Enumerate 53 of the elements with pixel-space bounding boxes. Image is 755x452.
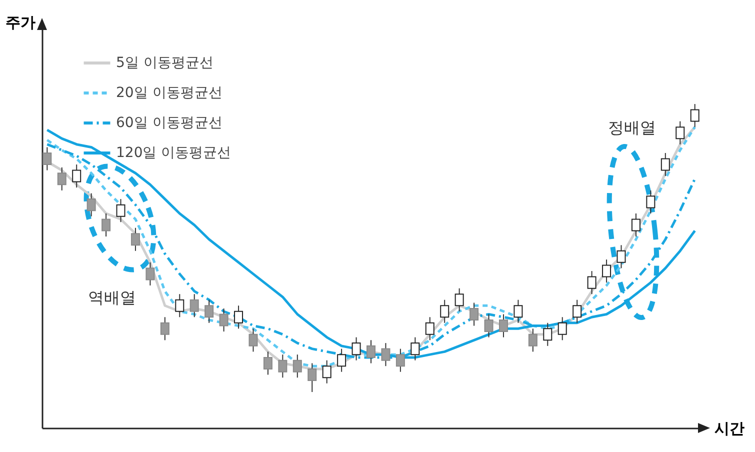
candlestick (352, 336, 361, 361)
candlestick (322, 360, 332, 384)
candlestick (366, 340, 376, 364)
candlestick (278, 354, 288, 378)
candlestick (631, 212, 640, 237)
candlestick (646, 190, 656, 214)
candlestick (42, 146, 52, 171)
candlestick (602, 259, 612, 284)
annotation: 역배열 (88, 288, 136, 307)
candlestick (514, 299, 523, 324)
candlestick (190, 294, 199, 318)
candlestick (558, 316, 567, 341)
candlestick (572, 299, 582, 324)
candlestick (234, 305, 244, 330)
x-axis-title: 시간 (714, 420, 744, 438)
candlestick (440, 299, 450, 324)
candlestick (86, 192, 96, 217)
candlestick (381, 342, 390, 367)
candlestick (308, 362, 317, 393)
candlestick (676, 120, 685, 145)
candlestick (72, 164, 82, 188)
candlestick (528, 328, 538, 352)
y-axis-title: 주가 (6, 14, 36, 32)
candlestick (337, 348, 346, 372)
legend-label: 120일 이동평균선 (116, 145, 232, 161)
candlestick (175, 294, 184, 318)
candlestick (219, 308, 228, 332)
candlestick (410, 336, 420, 361)
annotation: 정배열 (608, 118, 656, 137)
candlestick (248, 328, 258, 352)
candlestick (146, 262, 155, 286)
candlestick (690, 104, 700, 128)
candlestick (396, 348, 405, 372)
candlestick (292, 354, 302, 378)
candlestick (616, 244, 626, 269)
candlestick (102, 212, 111, 237)
candlestick (130, 227, 140, 252)
candlestick (470, 302, 479, 326)
candlestick (204, 299, 214, 324)
candlestick (587, 270, 596, 295)
candlestick (57, 166, 66, 191)
legend-label: 20일 이동평균선 (116, 85, 222, 101)
legend-label: 5일 이동평균선 (116, 55, 214, 71)
candlestick (116, 198, 126, 223)
candlestick (263, 351, 272, 376)
candlestick (660, 152, 670, 177)
candlestick (425, 316, 434, 341)
legend-label: 60일 이동평균선 (116, 115, 222, 131)
candlestick (498, 314, 508, 338)
candlestick (543, 322, 552, 346)
candlestick (160, 316, 170, 341)
candlestick (454, 288, 464, 312)
candlestick (484, 314, 494, 338)
